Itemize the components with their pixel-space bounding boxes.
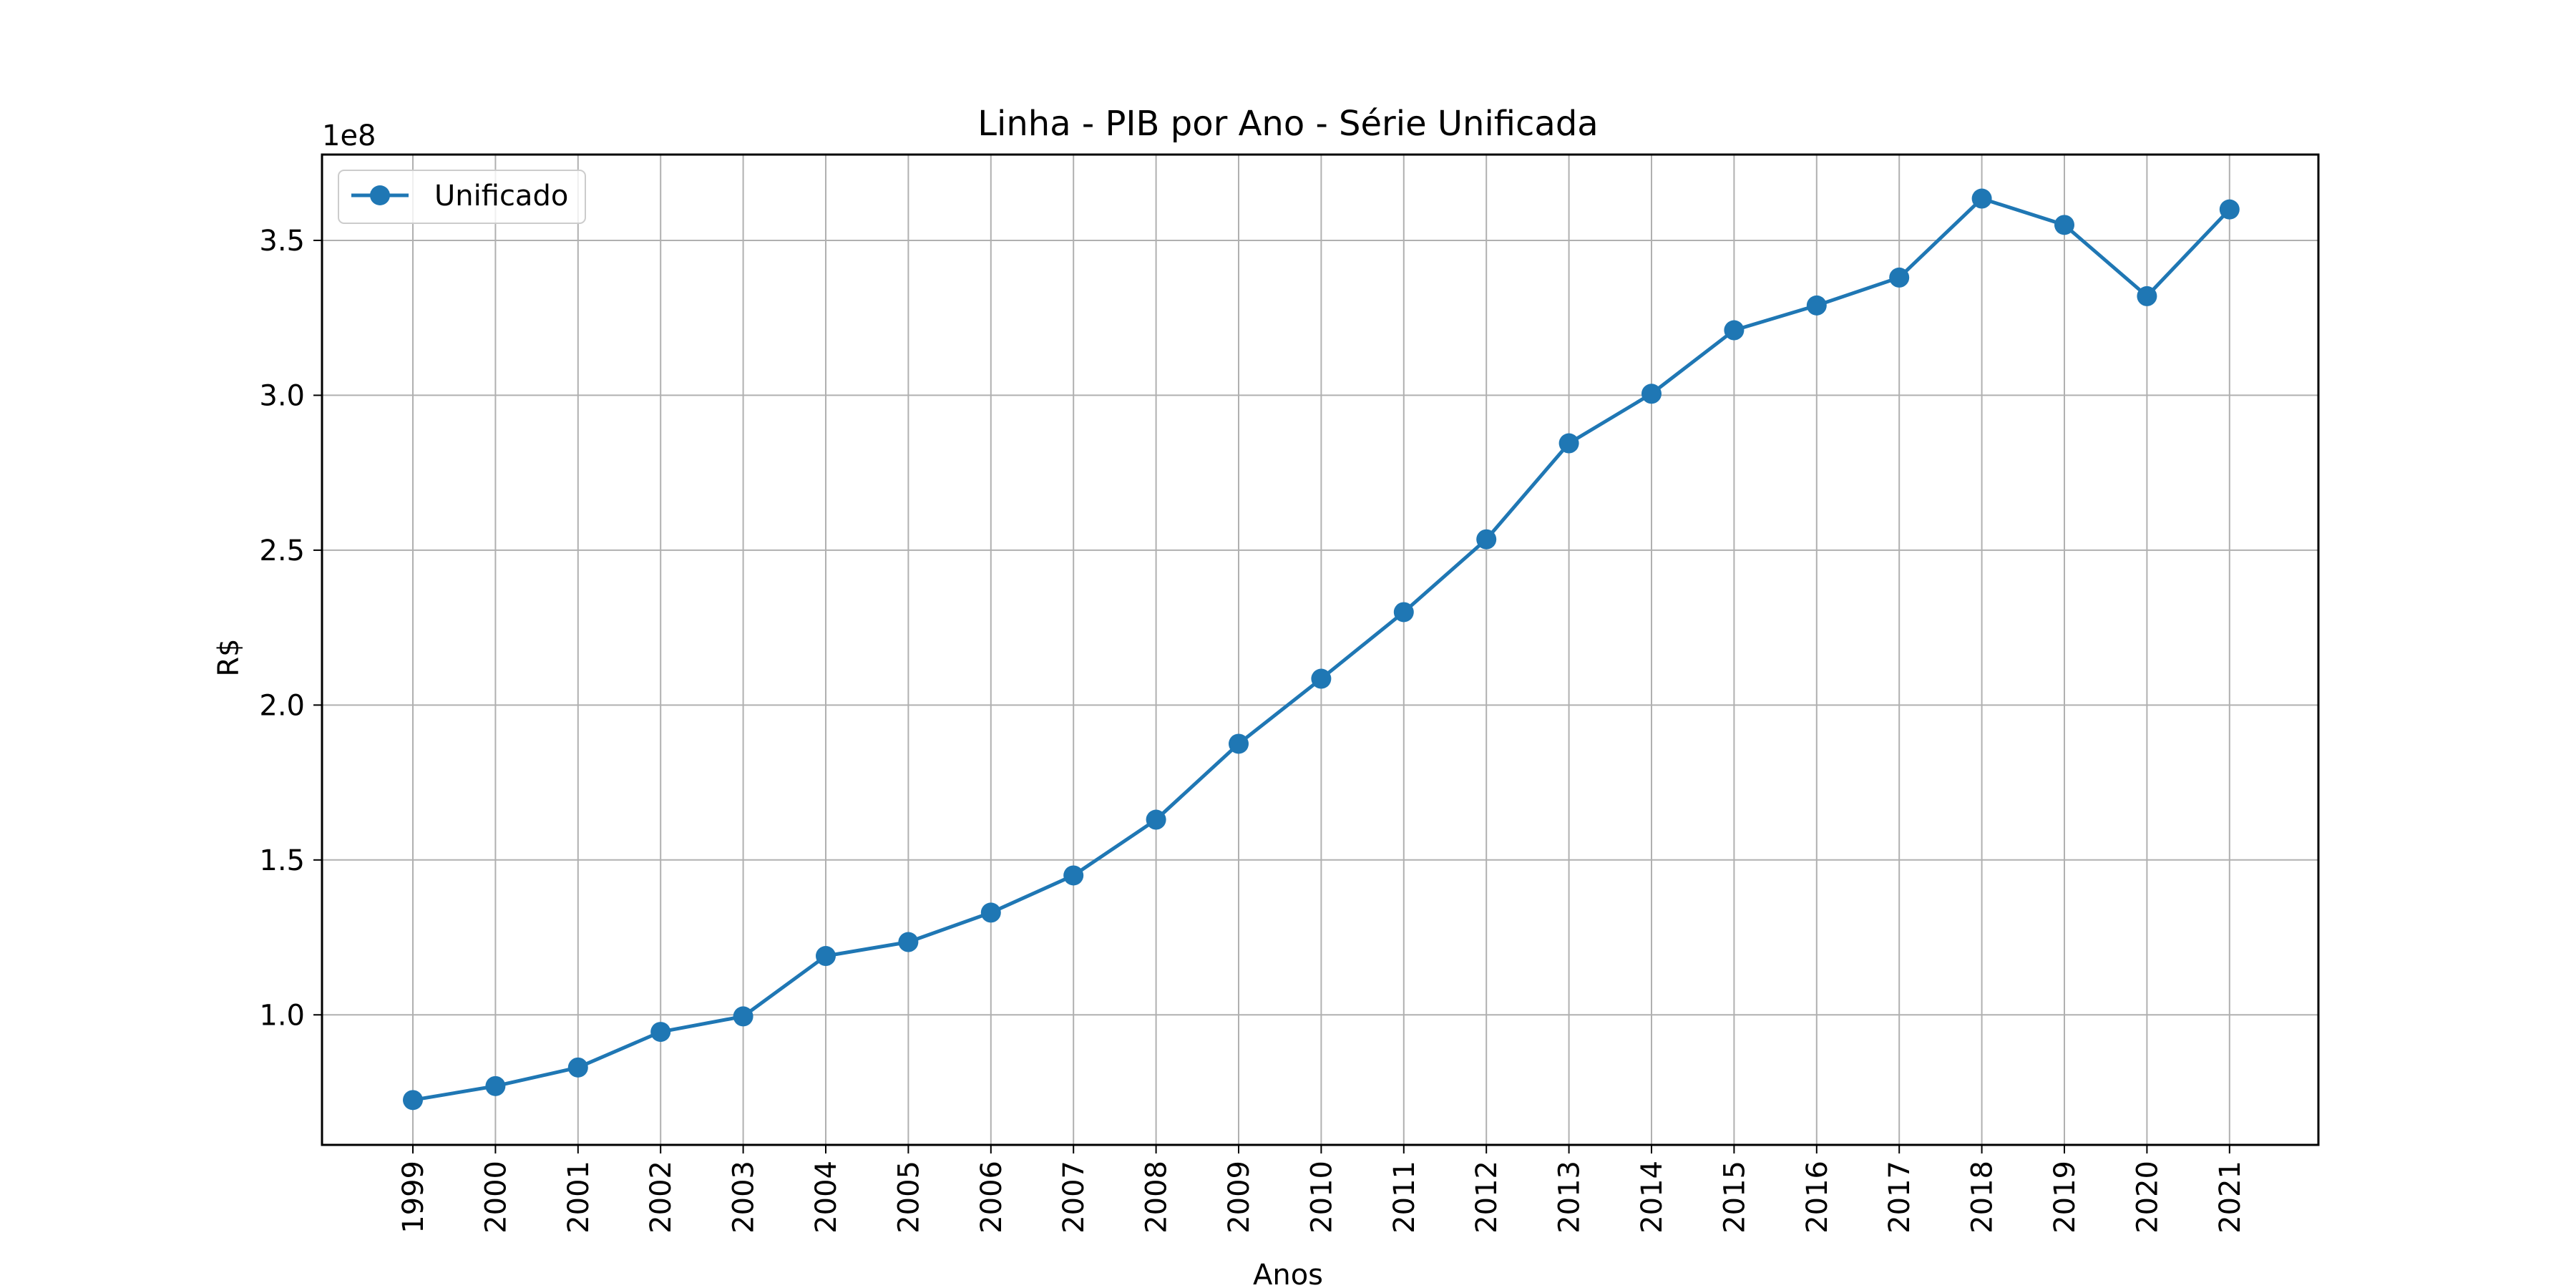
x-tick-label: 2005 bbox=[892, 1161, 925, 1234]
data-point[interactable] bbox=[1889, 267, 1910, 288]
data-point[interactable] bbox=[2054, 215, 2074, 235]
data-point[interactable] bbox=[650, 1022, 671, 1043]
x-tick-label: 2000 bbox=[479, 1161, 512, 1234]
y-tick-label: 1.0 bbox=[259, 999, 305, 1032]
data-point[interactable] bbox=[1724, 320, 1745, 341]
legend[interactable]: Unificado bbox=[338, 170, 586, 224]
y-tick-label: 1.5 bbox=[259, 844, 305, 877]
x-tick-label: 2020 bbox=[2131, 1161, 2164, 1234]
x-tick-label: 2006 bbox=[975, 1161, 1008, 1234]
data-point[interactable] bbox=[1558, 433, 1579, 454]
x-tick-label: 2003 bbox=[728, 1161, 761, 1234]
data-point[interactable] bbox=[1311, 668, 1332, 689]
x-tick-label: 2001 bbox=[562, 1161, 595, 1234]
data-point[interactable] bbox=[485, 1075, 506, 1096]
data-point[interactable] bbox=[1641, 384, 1662, 404]
data-point[interactable] bbox=[1971, 188, 1992, 209]
x-tick-label: 2002 bbox=[645, 1161, 678, 1234]
x-tick-label: 2014 bbox=[1636, 1161, 1669, 1234]
x-tick-label: 2021 bbox=[2214, 1161, 2247, 1234]
x-tick-label: 2016 bbox=[1801, 1161, 1834, 1234]
data-point[interactable] bbox=[1063, 865, 1084, 886]
ticks: 1999 2000 2001 2002 2003 2004 2005 2006 2007 2008… bbox=[259, 225, 2246, 1234]
x-tick-label: 2008 bbox=[1141, 1161, 1174, 1234]
x-tick-label: 2009 bbox=[1223, 1161, 1256, 1234]
x-tick-label: 2007 bbox=[1058, 1161, 1091, 1234]
data-point[interactable] bbox=[816, 946, 836, 967]
data-point[interactable] bbox=[898, 932, 919, 952]
y-tick-label: 2.0 bbox=[259, 689, 305, 722]
y-axis-offset-text: 1e8 bbox=[322, 119, 376, 152]
legend-label: Unificado bbox=[434, 180, 568, 213]
data-point[interactable] bbox=[1393, 602, 1414, 623]
x-tick-label: 2013 bbox=[1553, 1161, 1586, 1234]
y-tick-label: 3.5 bbox=[259, 225, 305, 258]
data-point[interactable] bbox=[2137, 286, 2157, 306]
x-tick-label: 2019 bbox=[2049, 1161, 2082, 1234]
data-point[interactable] bbox=[1806, 295, 1827, 316]
axes-frame bbox=[321, 153, 2320, 1146]
legend-marker bbox=[370, 185, 390, 205]
y-axis-label: R$ bbox=[213, 638, 245, 676]
x-tick-label: 2010 bbox=[1305, 1161, 1338, 1234]
grid bbox=[322, 155, 2318, 1145]
x-axis-label: Anos bbox=[1253, 1259, 1323, 1288]
data-point[interactable] bbox=[733, 1006, 753, 1027]
series-layer bbox=[403, 188, 2240, 1111]
data-point[interactable] bbox=[567, 1057, 588, 1078]
data-point[interactable] bbox=[1476, 529, 1497, 550]
y-tick-label: 2.5 bbox=[259, 535, 305, 567]
legend-box bbox=[338, 170, 586, 224]
data-point[interactable] bbox=[1146, 809, 1166, 830]
x-tick-label: 2015 bbox=[1718, 1161, 1751, 1234]
y-tick-label: 3.0 bbox=[259, 379, 305, 412]
data-point[interactable] bbox=[2219, 199, 2240, 220]
data-point[interactable] bbox=[403, 1090, 423, 1111]
x-tick-label: 2004 bbox=[810, 1161, 843, 1234]
x-tick-label: 2011 bbox=[1388, 1161, 1421, 1234]
data-point[interactable] bbox=[1229, 733, 1249, 754]
x-tick-label: 2018 bbox=[1966, 1161, 1999, 1234]
x-tick-label: 1999 bbox=[397, 1161, 430, 1234]
x-tick-label: 2012 bbox=[1470, 1161, 1503, 1234]
x-tick-label: 2017 bbox=[1883, 1161, 1916, 1234]
chart-title: Linha - PIB por Ano - Série Unificada bbox=[977, 104, 1598, 144]
data-point[interactable] bbox=[980, 902, 1001, 923]
